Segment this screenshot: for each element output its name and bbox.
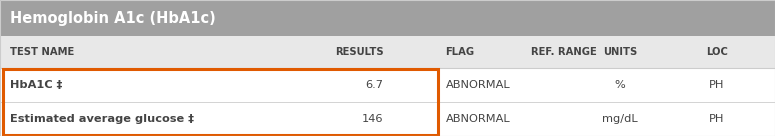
Text: Estimated average glucose ‡: Estimated average glucose ‡	[10, 114, 194, 124]
Text: PH: PH	[709, 114, 725, 124]
Text: LOC: LOC	[706, 47, 728, 57]
Bar	[0, 68, 775, 102]
Text: UNITS: UNITS	[603, 47, 637, 57]
Text: HbA1C ‡: HbA1C ‡	[10, 80, 63, 90]
Text: ABNORMAL: ABNORMAL	[446, 80, 510, 90]
Bar	[0, 36, 775, 68]
Text: Hemoglobin A1c (HbA1c): Hemoglobin A1c (HbA1c)	[10, 10, 215, 26]
Text: 6.7: 6.7	[366, 80, 384, 90]
Text: 146: 146	[362, 114, 384, 124]
Bar	[0, 0, 775, 36]
Bar	[0, 102, 775, 136]
Text: REF. RANGE: REF. RANGE	[531, 47, 597, 57]
Text: mg/dL: mg/dL	[602, 114, 638, 124]
Bar	[3, 69, 438, 135]
Text: ABNORMAL: ABNORMAL	[446, 114, 510, 124]
Text: FLAG: FLAG	[446, 47, 475, 57]
Text: %: %	[615, 80, 625, 90]
Text: PH: PH	[709, 80, 725, 90]
Text: TEST NAME: TEST NAME	[10, 47, 74, 57]
Text: RESULTS: RESULTS	[335, 47, 384, 57]
